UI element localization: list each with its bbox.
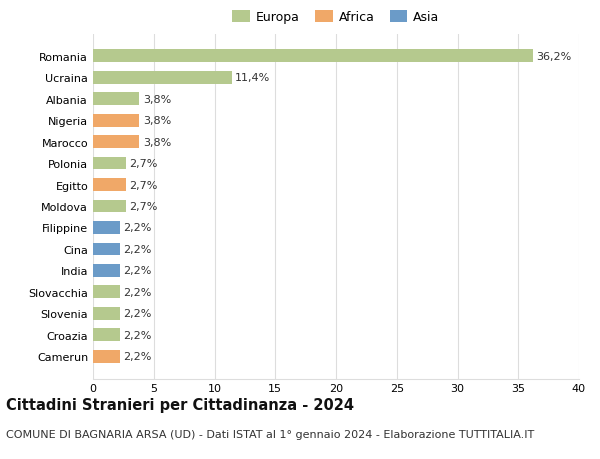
Bar	[93, 350, 120, 363]
Text: 2,7%: 2,7%	[130, 180, 158, 190]
Bar	[93, 243, 120, 256]
Text: 2,2%: 2,2%	[124, 245, 152, 254]
Text: 2,2%: 2,2%	[124, 352, 152, 362]
Bar	[93, 157, 126, 170]
Bar	[93, 136, 139, 149]
Text: 11,4%: 11,4%	[235, 73, 271, 83]
Bar	[93, 307, 120, 320]
Text: 2,2%: 2,2%	[124, 309, 152, 319]
Text: 2,2%: 2,2%	[124, 330, 152, 340]
Bar	[93, 286, 120, 299]
Bar	[93, 179, 126, 191]
Text: Cittadini Stranieri per Cittadinanza - 2024: Cittadini Stranieri per Cittadinanza - 2…	[6, 397, 354, 412]
Bar	[93, 72, 232, 84]
Bar	[93, 93, 139, 106]
Text: COMUNE DI BAGNARIA ARSA (UD) - Dati ISTAT al 1° gennaio 2024 - Elaborazione TUTT: COMUNE DI BAGNARIA ARSA (UD) - Dati ISTA…	[6, 429, 534, 439]
Bar	[93, 222, 120, 235]
Bar	[93, 264, 120, 277]
Text: 2,2%: 2,2%	[124, 287, 152, 297]
Text: 3,8%: 3,8%	[143, 95, 171, 104]
Text: 2,7%: 2,7%	[130, 202, 158, 212]
Text: 3,8%: 3,8%	[143, 137, 171, 147]
Text: 2,2%: 2,2%	[124, 266, 152, 276]
Bar	[93, 114, 139, 127]
Text: 2,2%: 2,2%	[124, 223, 152, 233]
Bar	[93, 200, 126, 213]
Bar	[93, 329, 120, 341]
Text: 3,8%: 3,8%	[143, 116, 171, 126]
Text: 36,2%: 36,2%	[536, 51, 572, 62]
Text: 2,7%: 2,7%	[130, 159, 158, 168]
Bar	[93, 50, 533, 63]
Legend: Europa, Africa, Asia: Europa, Africa, Asia	[227, 6, 445, 29]
